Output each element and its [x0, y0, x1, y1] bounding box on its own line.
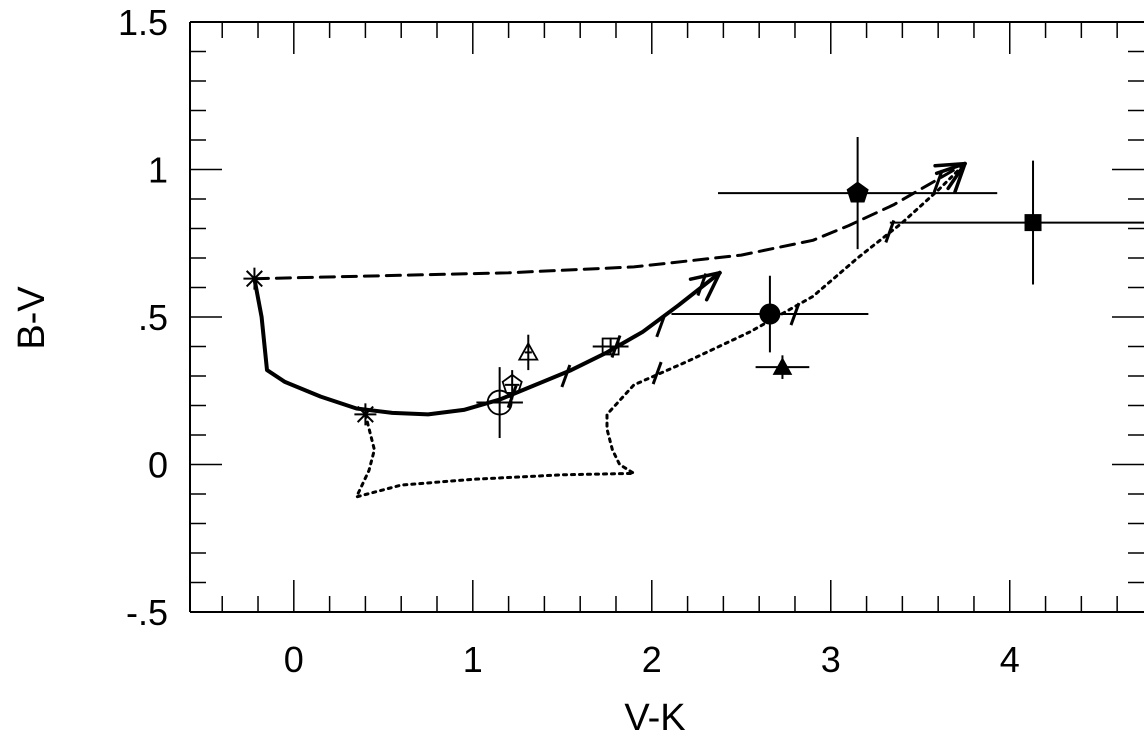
- y-tick-label: -.5: [126, 592, 168, 633]
- x-tick-label: 4: [1000, 639, 1020, 680]
- open-triangle-marker: [517, 341, 539, 361]
- open-square-marker: [601, 337, 620, 356]
- filled-pentagon-marker: [846, 181, 869, 203]
- open-circle-marker: [486, 389, 513, 416]
- x-tick-label: 3: [821, 639, 841, 680]
- track-age-tick: [560, 364, 572, 388]
- x-tick-label: 2: [642, 639, 662, 680]
- x-axis-title: V-K: [624, 697, 685, 739]
- open-pentagon-marker: [501, 373, 523, 394]
- filled-triangle-marker: [772, 357, 793, 375]
- y-axis-title: B-V: [11, 286, 53, 350]
- y-tick-label: .5: [138, 297, 168, 338]
- track-age-tick: [932, 169, 944, 193]
- track-dashed: [252, 162, 967, 281]
- filled-square-marker: [1024, 214, 1042, 232]
- track-solid: [252, 270, 722, 417]
- track-age-tick: [655, 314, 667, 338]
- track-arrowhead: [933, 161, 967, 168]
- track-dotted: [355, 162, 967, 499]
- track-age-tick: [696, 273, 708, 297]
- track-arrowhead: [946, 161, 967, 191]
- track-age-tick: [651, 361, 663, 385]
- track-age-tick: [884, 219, 896, 243]
- y-tick-label: 0: [148, 445, 168, 486]
- track-arrowhead: [704, 271, 722, 302]
- x-tick-label: 0: [284, 639, 304, 680]
- x-tick-label: 1: [463, 639, 483, 680]
- filled-circle-marker: [759, 303, 781, 325]
- y-tick-label: 1: [148, 150, 168, 191]
- y-tick-label: 1.5: [118, 2, 168, 43]
